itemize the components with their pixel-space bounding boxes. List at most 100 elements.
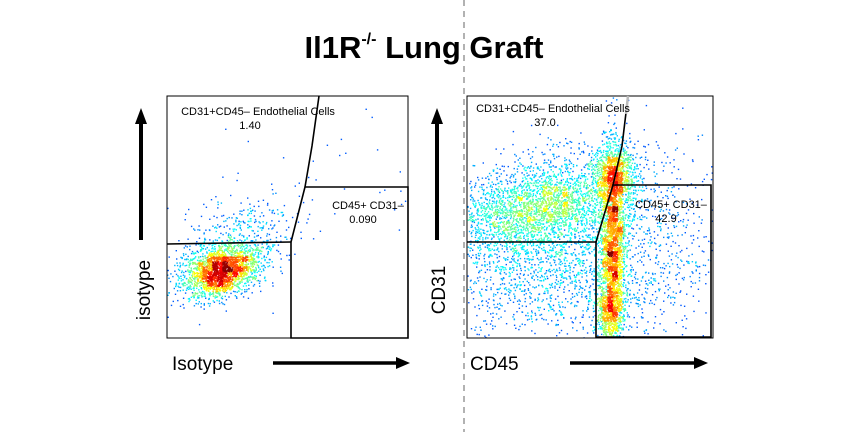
event-dot: [189, 281, 192, 283]
event-dot: [485, 289, 488, 291]
event-dot: [482, 192, 485, 194]
event-dot: [200, 302, 202, 305]
event-dot: [570, 147, 572, 149]
event-dot: [211, 262, 213, 264]
event-dot: [569, 171, 571, 174]
event-dot: [702, 335, 704, 337]
event-dot: [238, 287, 240, 289]
event-dot: [572, 270, 574, 273]
event-dot: [587, 308, 589, 310]
event-dot: [565, 277, 567, 279]
event-dot: [476, 277, 479, 279]
event-dot: [490, 174, 492, 177]
event-dot: [593, 332, 595, 334]
event-dot: [631, 282, 634, 284]
event-dot: [546, 143, 549, 146]
event-dot: [622, 260, 625, 262]
event-dot: [589, 185, 591, 187]
event-dot: [227, 278, 229, 280]
event-dot: [472, 198, 475, 200]
event-dot: [570, 262, 573, 264]
event-dot: [263, 265, 265, 267]
event-dot: [581, 224, 583, 226]
event-dot: [514, 181, 516, 184]
event-dot: [474, 184, 477, 186]
event-dot: [252, 209, 254, 211]
event-dot: [644, 298, 646, 300]
event-dot: [549, 233, 552, 236]
event-dot: [588, 168, 590, 170]
event-dot: [621, 136, 623, 138]
event-dot: [636, 282, 638, 284]
event-dot: [539, 180, 541, 182]
event-dot: [471, 235, 473, 238]
event-dot: [676, 215, 678, 217]
event-dot: [209, 276, 211, 278]
event-dot: [684, 232, 686, 234]
event-dot: [221, 272, 223, 274]
event-dot: [577, 301, 579, 303]
event-dot: [692, 160, 694, 163]
event-dot: [488, 178, 490, 181]
event-dot: [212, 258, 214, 260]
event-dot: [695, 270, 697, 272]
event-dot: [583, 175, 585, 177]
event-dot: [534, 180, 537, 182]
event-dot: [212, 274, 214, 277]
event-dot: [199, 245, 201, 247]
event-dot: [468, 255, 470, 257]
event-dot: [178, 283, 180, 285]
event-dot: [680, 290, 682, 292]
event-dot: [477, 229, 479, 231]
event-dot: [178, 277, 180, 280]
event-dot: [197, 303, 199, 305]
event-dot: [230, 280, 232, 283]
event-dot: [650, 188, 652, 191]
event-dot: [659, 323, 661, 325]
event-dot: [218, 249, 221, 252]
event-dot: [631, 266, 633, 269]
event-dot: [591, 183, 593, 186]
event-dot: [586, 275, 588, 277]
event-dot: [339, 154, 341, 157]
event-dot: [248, 227, 250, 229]
event-dot: [232, 228, 234, 230]
event-dot: [607, 138, 610, 140]
event-dot: [564, 306, 566, 309]
event-dot: [511, 271, 514, 273]
event-dot: [658, 290, 660, 292]
event-dot: [182, 279, 184, 281]
event-dot: [196, 250, 198, 252]
event-dot: [182, 297, 185, 299]
event-dot: [618, 148, 620, 150]
event-dot: [253, 261, 255, 263]
event-dot: [536, 192, 538, 195]
event-dot: [648, 282, 651, 284]
event-dot: [239, 288, 241, 290]
event-dot: [235, 269, 237, 272]
event-dot: [256, 280, 258, 282]
event-dot: [518, 303, 520, 305]
event-dot: [585, 295, 588, 297]
event-dot: [208, 258, 211, 260]
gate-cd45-label: CD45+ CD31–: [332, 200, 405, 212]
event-dot: [683, 264, 685, 266]
event-dot: [499, 195, 501, 197]
event-dot: [213, 279, 215, 281]
event-dot: [499, 218, 501, 220]
event-dot: [221, 264, 223, 266]
event-dot: [641, 261, 643, 263]
event-dot: [245, 254, 247, 257]
event-dot: [208, 293, 211, 295]
event-dot: [513, 167, 515, 170]
event-dot: [483, 189, 485, 191]
event-dot: [586, 221, 588, 224]
event-dot: [583, 223, 586, 225]
event-dot: [242, 245, 244, 248]
event-dot: [650, 281, 652, 283]
event-dot: [558, 263, 560, 265]
event-dot: [538, 309, 540, 312]
event-dot: [233, 254, 235, 256]
event-dot: [663, 267, 666, 270]
event-dot: [233, 270, 235, 272]
